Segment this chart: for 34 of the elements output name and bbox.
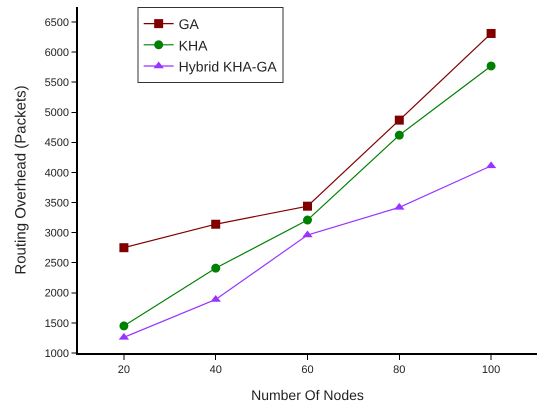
x-axis-title: Number Of Nodes bbox=[251, 386, 364, 403]
y-tick-label: 1500 bbox=[44, 318, 70, 330]
legend-label: Hybrid KHA-GA bbox=[178, 58, 278, 74]
x-tick-label: 40 bbox=[210, 364, 222, 376]
y-tick-label: 3000 bbox=[44, 228, 70, 240]
y-tick-label: 4000 bbox=[44, 167, 70, 180]
x-tick-label: 80 bbox=[393, 364, 406, 376]
legend-label: KHA bbox=[178, 37, 208, 54]
y-axis-title: Routing Overhead (Packets) bbox=[12, 85, 30, 275]
y-tick-label: 5500 bbox=[44, 77, 70, 90]
point bbox=[394, 130, 404, 140]
point bbox=[211, 220, 220, 229]
y-tick-label: 5000 bbox=[44, 107, 70, 120]
y-tick-label: 4500 bbox=[44, 137, 70, 150]
x-tick-label: 60 bbox=[301, 364, 314, 376]
x-tick-label: 20 bbox=[118, 364, 130, 376]
y-tick-label: 2000 bbox=[44, 288, 70, 300]
point bbox=[394, 202, 404, 210]
y-tick-label: 2500 bbox=[44, 258, 70, 270]
point bbox=[303, 202, 312, 211]
point bbox=[210, 294, 221, 302]
point bbox=[486, 28, 496, 38]
y-tick-label: 6500 bbox=[44, 16, 70, 29]
point bbox=[119, 321, 128, 330]
point bbox=[486, 61, 496, 70]
y-tick-label: 6000 bbox=[44, 46, 70, 59]
point bbox=[119, 243, 128, 252]
y-tick-label: 3500 bbox=[44, 197, 70, 210]
x-tick-label: 100 bbox=[482, 364, 500, 376]
point bbox=[211, 264, 220, 273]
legend-label: GA bbox=[178, 16, 200, 32]
y-tick-label: 1000 bbox=[44, 348, 70, 360]
point bbox=[303, 216, 312, 225]
point bbox=[394, 116, 404, 125]
